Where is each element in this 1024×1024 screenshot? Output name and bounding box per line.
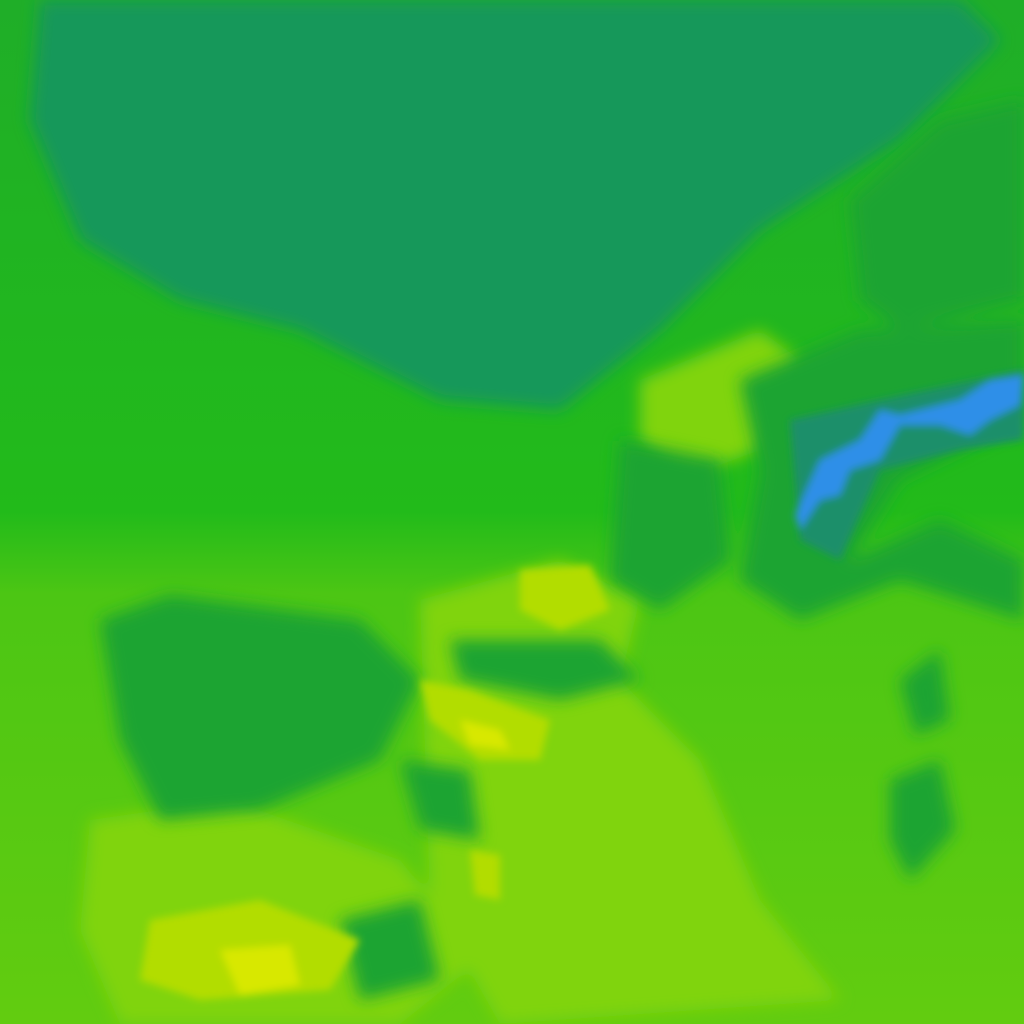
ocean-cool-zone [30, 0, 1000, 410]
alps-cold-zone [790, 370, 1024, 560]
hot-spots [140, 565, 610, 1000]
